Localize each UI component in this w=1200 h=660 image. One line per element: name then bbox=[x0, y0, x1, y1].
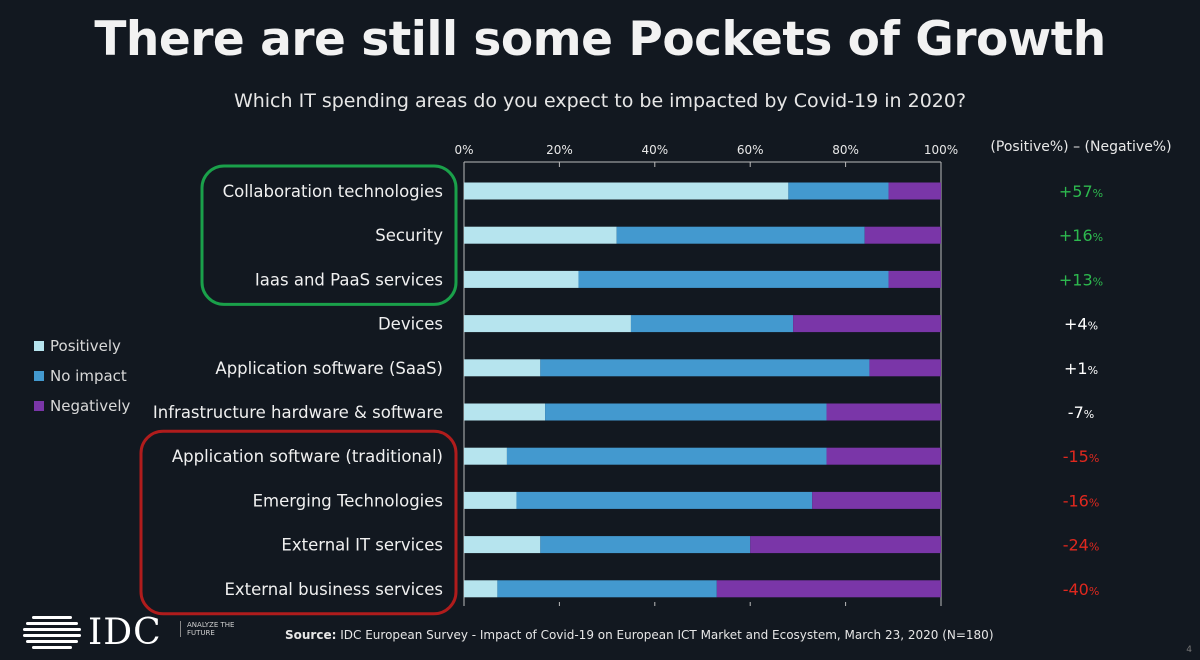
difference-unit: % bbox=[1089, 496, 1099, 509]
difference-column: (Positive%) – (Negative%) +57%+16%+13%+4… bbox=[990, 139, 1171, 599]
difference-unit: % bbox=[1089, 585, 1099, 598]
x-tick-label: 0% bbox=[454, 143, 473, 157]
x-tick-label: 20% bbox=[546, 143, 573, 157]
page-number: 4 bbox=[1186, 645, 1192, 655]
bar-negatively bbox=[812, 492, 941, 509]
bar-no-impact bbox=[631, 315, 793, 332]
bar-negatively bbox=[869, 359, 941, 376]
bar-negatively bbox=[793, 315, 941, 332]
category-label: External business services bbox=[224, 580, 443, 599]
bar-positively bbox=[464, 404, 545, 421]
category-label: Application software (SaaS) bbox=[215, 359, 443, 378]
category-labels: Collaboration technologies Security Iaas a… bbox=[153, 182, 443, 599]
bar-negatively bbox=[889, 271, 941, 288]
x-tick-label: 100% bbox=[924, 143, 958, 157]
difference-number: +1 bbox=[1064, 359, 1088, 378]
category-label: Security bbox=[375, 226, 443, 245]
category-label: Iaas and PaaS services bbox=[255, 270, 443, 289]
bar-positively bbox=[464, 580, 497, 597]
bar-positively bbox=[464, 448, 507, 465]
idc-logo: IDC bbox=[88, 612, 162, 653]
difference-number: -7 bbox=[1068, 403, 1084, 422]
category-label: Infrastructure hardware & software bbox=[153, 403, 443, 422]
bar-positively bbox=[464, 359, 540, 376]
difference-value: +16% bbox=[1059, 226, 1103, 245]
bar-negatively bbox=[717, 580, 941, 597]
idc-globe-icon bbox=[22, 610, 82, 656]
difference-unit: % bbox=[1093, 231, 1103, 244]
category-label: Emerging Technologies bbox=[253, 491, 443, 510]
difference-unit: % bbox=[1088, 320, 1098, 333]
difference-unit: % bbox=[1084, 408, 1094, 421]
difference-unit: % bbox=[1093, 275, 1103, 288]
bar-positively bbox=[464, 315, 631, 332]
source-note: Source: IDC European Survey - Impact of … bbox=[285, 628, 994, 642]
bar-positively bbox=[464, 492, 516, 509]
category-label: Devices bbox=[378, 315, 443, 334]
bar-no-impact bbox=[540, 536, 750, 553]
bar-no-impact bbox=[540, 359, 869, 376]
difference-unit: % bbox=[1089, 452, 1099, 465]
bar-positively bbox=[464, 183, 788, 200]
bar-negatively bbox=[827, 448, 941, 465]
stacked-bar-chart: 0% 20% 40% 60% 80% 100% Collaboration technol… bbox=[0, 0, 1200, 660]
legend-swatch bbox=[34, 371, 44, 381]
x-tick-label: 60% bbox=[737, 143, 764, 157]
legend: Positively No impact Negatively bbox=[34, 337, 130, 415]
difference-unit: % bbox=[1089, 541, 1099, 554]
difference-number: +4 bbox=[1064, 315, 1088, 334]
difference-number: +57 bbox=[1059, 182, 1093, 201]
x-tick-label: 40% bbox=[641, 143, 668, 157]
difference-value: +57% bbox=[1059, 182, 1103, 201]
category-label: Collaboration technologies bbox=[223, 182, 443, 201]
difference-number: +13 bbox=[1059, 270, 1093, 289]
difference-value: -24% bbox=[1063, 536, 1100, 555]
legend-label: Negatively bbox=[50, 397, 130, 415]
source-text: IDC European Survey - Impact of Covid-19… bbox=[340, 628, 993, 642]
bar-no-impact bbox=[578, 271, 888, 288]
bar-no-impact bbox=[497, 580, 716, 597]
difference-value: -40% bbox=[1063, 580, 1100, 599]
difference-header: (Positive%) – (Negative%) bbox=[990, 139, 1171, 155]
difference-value: -16% bbox=[1063, 491, 1100, 510]
bar-positively bbox=[464, 536, 540, 553]
bar-negatively bbox=[750, 536, 941, 553]
bar-no-impact bbox=[617, 227, 865, 244]
difference-value: -15% bbox=[1063, 447, 1100, 466]
difference-value: +1% bbox=[1064, 359, 1098, 378]
bar-positively bbox=[464, 271, 578, 288]
bar-negatively bbox=[865, 227, 941, 244]
legend-swatch bbox=[34, 341, 44, 351]
difference-value: -7% bbox=[1068, 403, 1094, 422]
difference-unit: % bbox=[1093, 187, 1103, 200]
bar-no-impact bbox=[545, 404, 826, 421]
difference-unit: % bbox=[1088, 364, 1098, 377]
bar-no-impact bbox=[788, 183, 888, 200]
difference-number: -16 bbox=[1063, 491, 1089, 510]
logo-tagline: ANALYZE THE FUTURE bbox=[180, 621, 237, 637]
difference-number: +16 bbox=[1059, 226, 1093, 245]
bars bbox=[464, 183, 941, 598]
source-label: Source: bbox=[285, 628, 336, 642]
difference-number: -24 bbox=[1063, 536, 1089, 555]
bar-negatively bbox=[827, 404, 941, 421]
category-label: Application software (traditional) bbox=[172, 447, 443, 466]
bar-no-impact bbox=[516, 492, 812, 509]
x-tick-label: 80% bbox=[832, 143, 859, 157]
bar-negatively bbox=[889, 183, 941, 200]
legend-swatch bbox=[34, 401, 44, 411]
legend-label: No impact bbox=[50, 367, 127, 385]
bar-no-impact bbox=[507, 448, 827, 465]
bar-positively bbox=[464, 227, 617, 244]
difference-value: +13% bbox=[1059, 270, 1103, 289]
difference-number: -40 bbox=[1063, 580, 1089, 599]
difference-number: -15 bbox=[1063, 447, 1089, 466]
legend-label: Positively bbox=[50, 337, 121, 355]
difference-value: +4% bbox=[1064, 315, 1098, 334]
category-label: External IT services bbox=[281, 536, 443, 555]
